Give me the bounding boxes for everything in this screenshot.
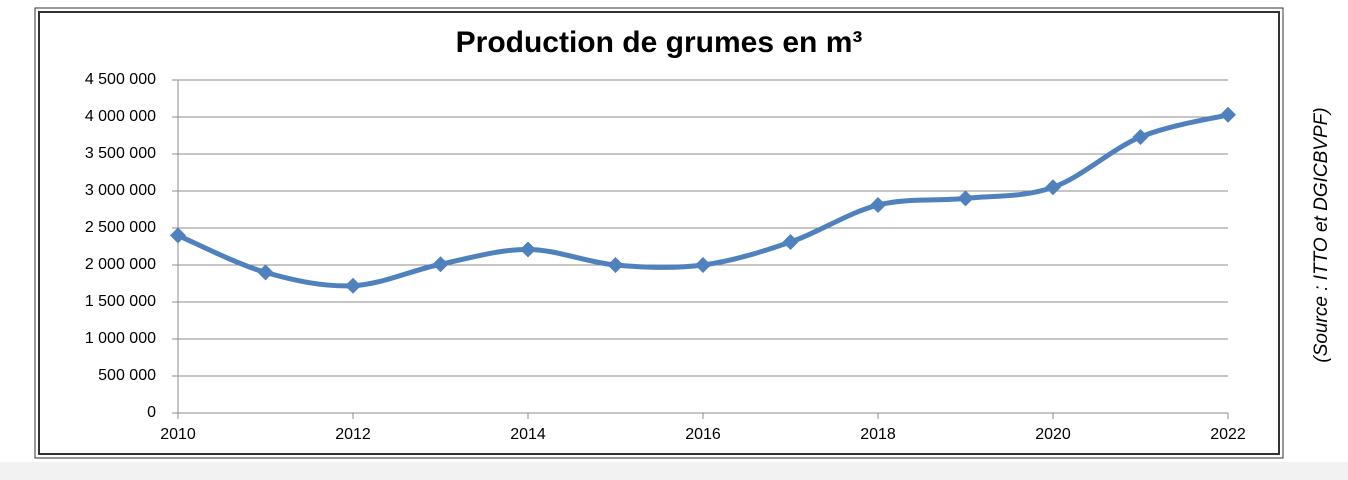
data-point bbox=[695, 257, 711, 273]
x-tick-label: 2018 bbox=[860, 426, 896, 443]
x-tick-label: 2022 bbox=[1210, 426, 1246, 443]
data-point bbox=[520, 241, 536, 258]
y-tick-label: 1 500 000 bbox=[85, 293, 156, 310]
data-point bbox=[345, 277, 361, 294]
data-point bbox=[1132, 128, 1149, 145]
x-tick-label: 2014 bbox=[510, 426, 546, 443]
data-point bbox=[1045, 179, 1061, 196]
x-tick-label: 2020 bbox=[1035, 426, 1071, 443]
source-note: (Source : ITTO et DGICBVPF) bbox=[1311, 107, 1332, 362]
y-tick-label: 2 500 000 bbox=[85, 219, 156, 236]
y-tick-label: 500 000 bbox=[98, 367, 156, 384]
data-point bbox=[607, 257, 624, 273]
y-tick-label: 4 500 000 bbox=[85, 71, 156, 88]
data-point bbox=[257, 264, 274, 281]
y-tick-label: 3 500 000 bbox=[85, 145, 156, 162]
y-tick-label: 3 000 000 bbox=[85, 182, 156, 199]
data-point bbox=[870, 197, 886, 214]
y-tick-label: 4 000 000 bbox=[85, 108, 156, 125]
chart-frame-inner bbox=[38, 11, 1280, 455]
y-tick-label: 0 bbox=[147, 404, 156, 421]
data-point bbox=[170, 227, 186, 244]
y-tick-label: 2 000 000 bbox=[85, 256, 156, 273]
data-point bbox=[432, 256, 449, 273]
y-tick-label: 1 000 000 bbox=[85, 330, 156, 347]
x-tick-label: 2016 bbox=[685, 426, 721, 443]
chart-frame bbox=[34, 7, 1284, 459]
x-tick-label: 2012 bbox=[335, 426, 371, 443]
data-point bbox=[782, 234, 799, 251]
footer-strip bbox=[0, 462, 1348, 480]
x-tick-label: 2010 bbox=[160, 426, 196, 443]
data-point bbox=[957, 190, 974, 207]
data-point bbox=[1220, 106, 1236, 123]
chart-title: Production de grumes en m³ bbox=[456, 26, 863, 59]
